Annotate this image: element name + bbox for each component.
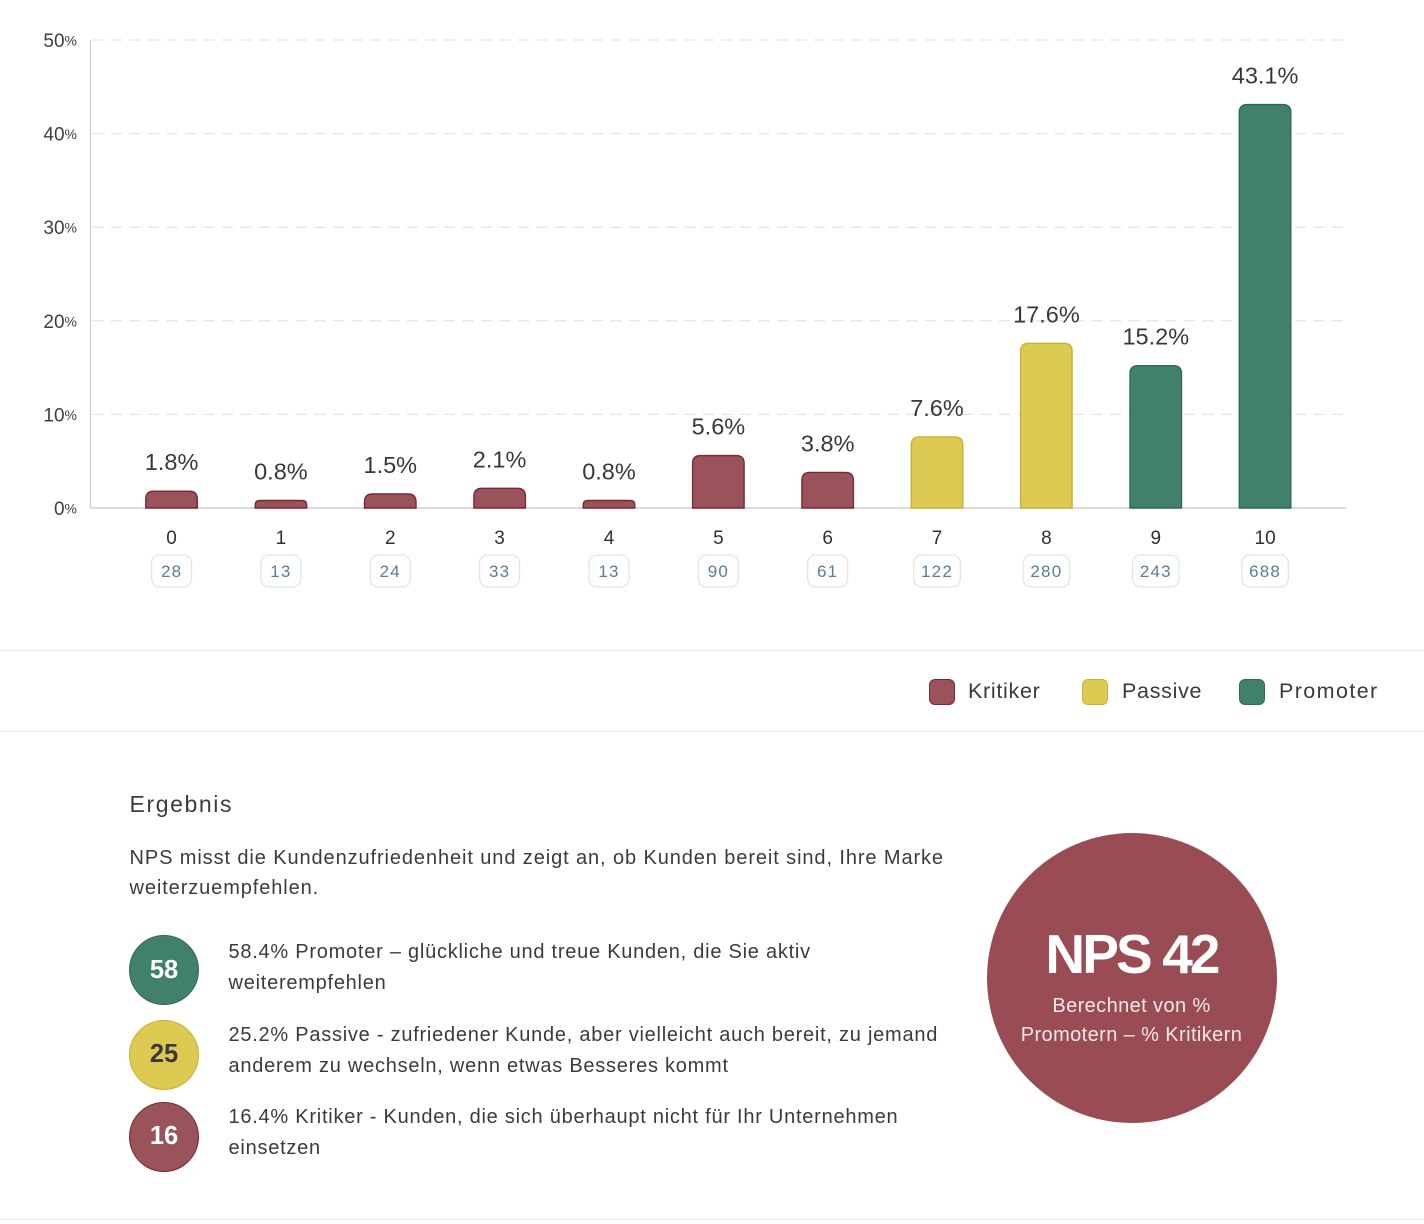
svg-text:6: 6 bbox=[822, 528, 833, 549]
svg-text:5.6%: 5.6% bbox=[692, 414, 746, 440]
svg-text:0: 0 bbox=[166, 528, 177, 549]
svg-text:17.6%: 17.6% bbox=[1013, 301, 1080, 327]
svg-text:13: 13 bbox=[598, 562, 619, 581]
svg-text:0.8%: 0.8% bbox=[254, 459, 308, 485]
svg-text:1.8%: 1.8% bbox=[145, 449, 199, 475]
svg-text:10: 10 bbox=[1255, 528, 1276, 549]
svg-text:280: 280 bbox=[1030, 562, 1062, 581]
svg-text:2: 2 bbox=[385, 528, 396, 549]
svg-text:90: 90 bbox=[708, 562, 729, 581]
svg-text:61: 61 bbox=[817, 562, 838, 581]
svg-text:2.1%: 2.1% bbox=[473, 446, 527, 472]
svg-text:4: 4 bbox=[604, 528, 615, 549]
svg-text:24: 24 bbox=[380, 562, 401, 581]
svg-text:688: 688 bbox=[1249, 562, 1281, 581]
svg-text:20%: 20% bbox=[43, 312, 77, 333]
svg-text:122: 122 bbox=[921, 562, 953, 581]
svg-text:3: 3 bbox=[494, 528, 505, 549]
svg-text:0.8%: 0.8% bbox=[582, 459, 636, 485]
svg-text:15.2%: 15.2% bbox=[1122, 324, 1189, 350]
svg-text:8: 8 bbox=[1041, 528, 1052, 549]
svg-text:33: 33 bbox=[489, 562, 510, 581]
svg-text:1.5%: 1.5% bbox=[364, 452, 418, 478]
svg-text:5: 5 bbox=[713, 528, 724, 549]
svg-text:1: 1 bbox=[276, 528, 287, 549]
svg-text:0%: 0% bbox=[54, 499, 77, 520]
svg-text:43.1%: 43.1% bbox=[1232, 63, 1299, 89]
svg-text:7: 7 bbox=[932, 528, 943, 549]
svg-text:13: 13 bbox=[270, 562, 291, 581]
svg-text:30%: 30% bbox=[43, 218, 77, 239]
svg-text:243: 243 bbox=[1140, 562, 1172, 581]
svg-text:9: 9 bbox=[1151, 528, 1162, 549]
svg-text:10%: 10% bbox=[43, 405, 77, 426]
svg-text:3.8%: 3.8% bbox=[801, 430, 855, 456]
svg-text:7.6%: 7.6% bbox=[910, 395, 964, 421]
svg-text:40%: 40% bbox=[43, 125, 77, 146]
svg-text:50%: 50% bbox=[43, 31, 77, 52]
svg-text:28: 28 bbox=[161, 562, 182, 581]
